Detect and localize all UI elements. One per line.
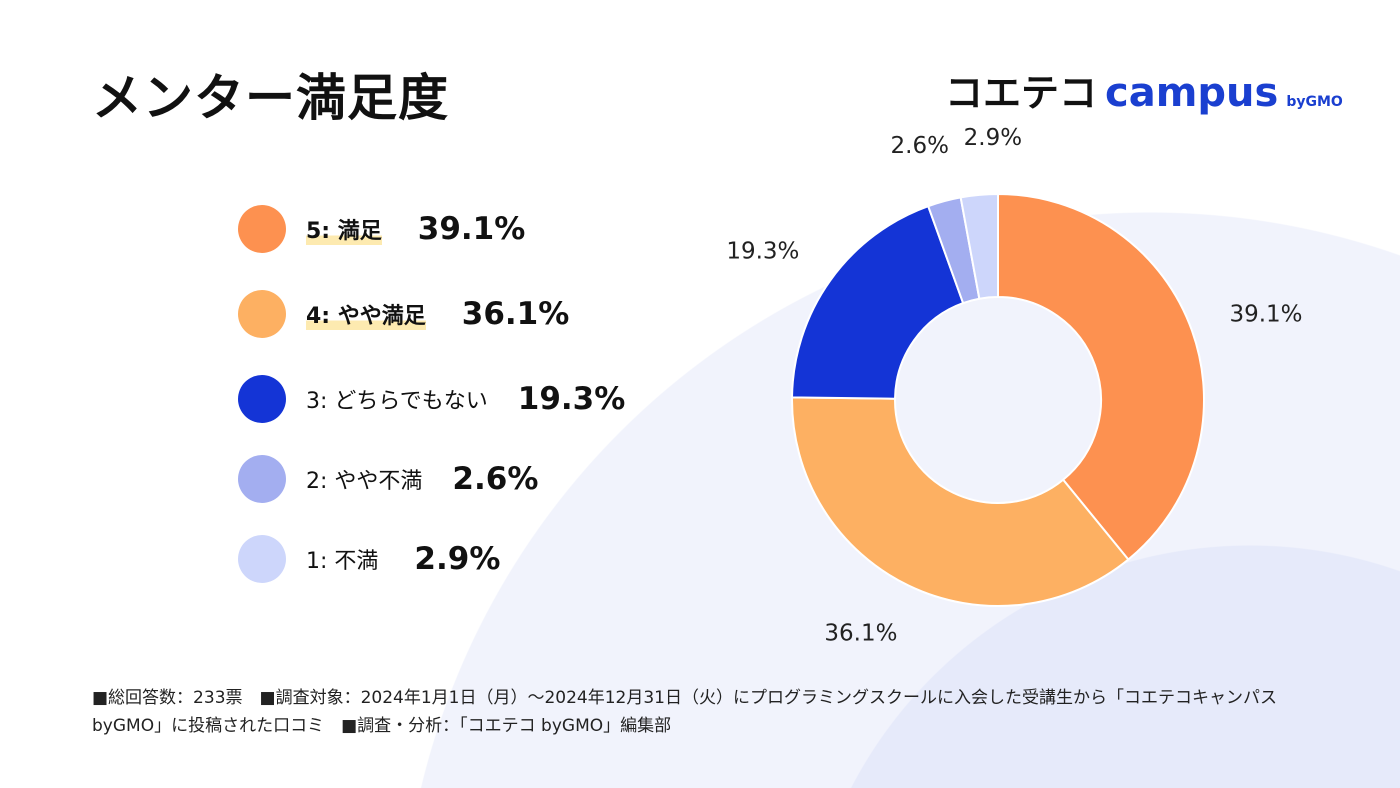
legend-item: 3: どちらでもない 19.3%: [238, 375, 625, 423]
logo: コエテコ campus byGMO: [945, 62, 1343, 117]
legend-item: 5: 満足 39.1%: [238, 205, 525, 253]
donut-slice: [791, 204, 965, 400]
page-title: メンター満足度: [92, 69, 449, 127]
legend-value: 39.1%: [417, 211, 526, 247]
legend-swatch: [238, 290, 286, 338]
legend-swatch: [238, 535, 286, 583]
donut-slice: [959, 192, 999, 300]
legend-item: 2: やや不満 2.6%: [238, 455, 538, 503]
logo-jp: コエテコ: [945, 71, 1098, 115]
data-label: 36.1%: [824, 620, 897, 646]
legend-value: 2.9%: [414, 541, 501, 577]
logo-by: byGMO: [1286, 94, 1343, 110]
donut-slice: [997, 192, 1205, 561]
legend-item: 1: 不満 2.9%: [238, 535, 500, 583]
legend-value: 2.6%: [452, 461, 539, 497]
legend-item: 4: やや満足 36.1%: [238, 290, 569, 338]
legend-label: 5: 満足: [306, 213, 382, 245]
donut-slice: [791, 396, 1130, 607]
logo-en: campus: [1105, 70, 1279, 116]
legend-value: 36.1%: [461, 296, 570, 332]
legend-swatch: [238, 375, 286, 423]
data-label: 39.1%: [1229, 301, 1302, 327]
legend-label: 4: やや満足: [306, 298, 426, 330]
data-label: 2.9%: [964, 125, 1022, 151]
legend-label: 3: どちらでもない: [306, 389, 488, 414]
footer-note: ■総回答数：233票 ■調査対象：2024年1月1日（月）〜2024年12月31…: [92, 688, 1277, 736]
legend-label: 1: 不満: [306, 549, 379, 574]
legend-swatch: [238, 205, 286, 253]
legend-swatch: [238, 455, 286, 503]
legend-value: 19.3%: [517, 381, 626, 417]
data-label: 19.3%: [726, 238, 799, 264]
data-label: 2.6%: [891, 133, 949, 159]
legend-label: 2: やや不満: [306, 469, 423, 494]
